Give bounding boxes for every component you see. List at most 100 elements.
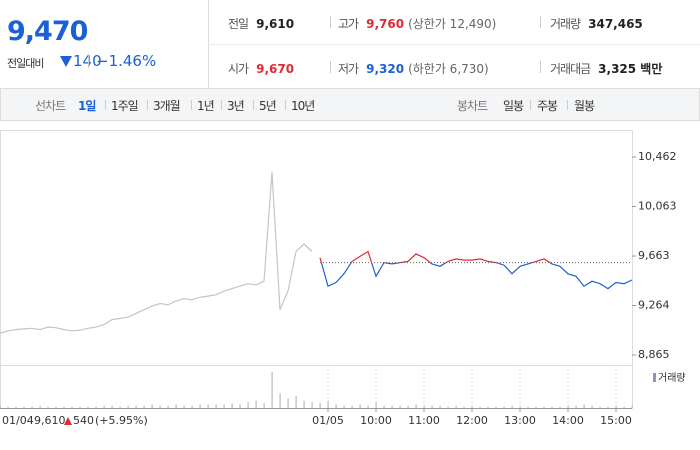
volume-bar (199, 404, 201, 408)
plot-border (0, 130, 633, 409)
period-tab[interactable]: 1년 (197, 99, 215, 113)
separator (530, 100, 531, 110)
volume-bar (503, 406, 505, 408)
volume-bar (255, 400, 257, 408)
volume-bar (471, 406, 473, 408)
volume-bar (423, 405, 425, 408)
tab-group-label: 봉차트 (457, 99, 488, 113)
price-line-up (319, 250, 552, 263)
volume-bar (391, 405, 393, 408)
change: 140 (60, 52, 102, 70)
separator (330, 61, 331, 73)
volume-bar (215, 404, 217, 408)
volume-bar (183, 405, 185, 408)
period-tab[interactable]: 3년 (227, 99, 245, 113)
info-value: 9,760 (366, 17, 405, 31)
info-note: (상한가 12,490) (408, 17, 497, 31)
x-tick-label: 10:00 (360, 414, 392, 427)
volume-bar (327, 400, 329, 408)
volume-bar (79, 406, 81, 408)
volume-bar (527, 406, 529, 408)
volume-bar (119, 406, 121, 408)
info-item: 시가 9,670 (228, 60, 294, 77)
volume-bar (159, 405, 161, 408)
volume-bar (463, 406, 465, 408)
volume-bar (319, 403, 321, 408)
volume-bar (399, 405, 401, 408)
volume-bar (23, 406, 25, 408)
candle-tab[interactable]: 주봉 (537, 99, 558, 113)
volume-bar (63, 406, 65, 408)
volume-bar (535, 406, 537, 408)
period-tab[interactable]: 5년 (259, 99, 277, 113)
change-label: 전일대비 (7, 57, 44, 70)
x-tick-label: 13:00 (504, 414, 536, 427)
x-tick-label: 01/05 (312, 414, 344, 427)
volume-bar (7, 406, 9, 408)
period-tab[interactable]: 10년 (291, 99, 315, 113)
volume-bar (599, 406, 601, 408)
separator (191, 100, 192, 110)
info-value: 3,325 백만 (598, 62, 663, 76)
period-tab[interactable]: 1일 (78, 99, 96, 113)
volume-bar (47, 406, 49, 408)
volume-bar (103, 405, 105, 408)
volume-bar (335, 404, 337, 408)
period-tab[interactable]: 1주일 (111, 99, 139, 113)
volume-bar (367, 405, 369, 408)
change-value: 140 (73, 52, 102, 70)
info-value: 9,610 (256, 17, 295, 31)
volume-bar (607, 406, 609, 408)
x-tick-label: 14:00 (552, 414, 584, 427)
y-tick-label: 9,264 (638, 299, 670, 312)
volume-bar (71, 406, 73, 408)
volume-bar (127, 405, 129, 408)
info-label: 저가 (338, 62, 359, 76)
volume-bar (615, 405, 617, 408)
separator (147, 100, 148, 110)
volume-bar (231, 403, 233, 408)
volume-bar (559, 406, 561, 408)
footer-change-pct: (+5.95%) (95, 414, 148, 427)
volume-bar (407, 405, 409, 408)
separator (540, 61, 541, 73)
legend-label: 거래량 (658, 372, 686, 384)
volume-bar (263, 403, 265, 408)
volume-bar (343, 405, 345, 408)
volume-bar (247, 402, 249, 408)
candle-tab[interactable]: 일봉 (503, 99, 524, 113)
volume-bar (15, 406, 17, 408)
volume-bar (143, 405, 145, 408)
x-tick-label: 12:00 (456, 414, 488, 427)
info-label: 시가 (228, 62, 249, 76)
footer-price: 9,610 (34, 414, 66, 427)
volume-bar (583, 404, 585, 408)
volume-bar (175, 404, 177, 408)
volume-bar (39, 405, 41, 408)
volume-bar (591, 405, 593, 408)
candle-tab[interactable]: 월봉 (574, 99, 595, 113)
current-price: 9,470 (7, 16, 88, 47)
volume-bar (135, 405, 137, 408)
down-arrow (60, 56, 72, 67)
volume-bar (87, 406, 89, 408)
volume-bar (0, 405, 1, 408)
info-item: 거래대금 3,325 백만 (550, 60, 662, 77)
volume-bar (479, 406, 481, 408)
divider (208, 44, 700, 45)
separator (540, 16, 541, 28)
volume-bar (207, 404, 209, 408)
info-label: 거래량 (550, 17, 581, 31)
volume-bar (511, 405, 513, 408)
footer-change: 540 (73, 414, 94, 427)
separator (285, 100, 286, 110)
separator (330, 16, 331, 28)
volume-bar (351, 405, 353, 408)
volume-bar (55, 406, 57, 408)
volume-bar (31, 406, 33, 408)
volume-bar (271, 372, 273, 408)
y-tick-label: 9,663 (638, 249, 670, 262)
period-tab[interactable]: 3개월 (153, 99, 181, 113)
volume-bar (295, 396, 297, 408)
